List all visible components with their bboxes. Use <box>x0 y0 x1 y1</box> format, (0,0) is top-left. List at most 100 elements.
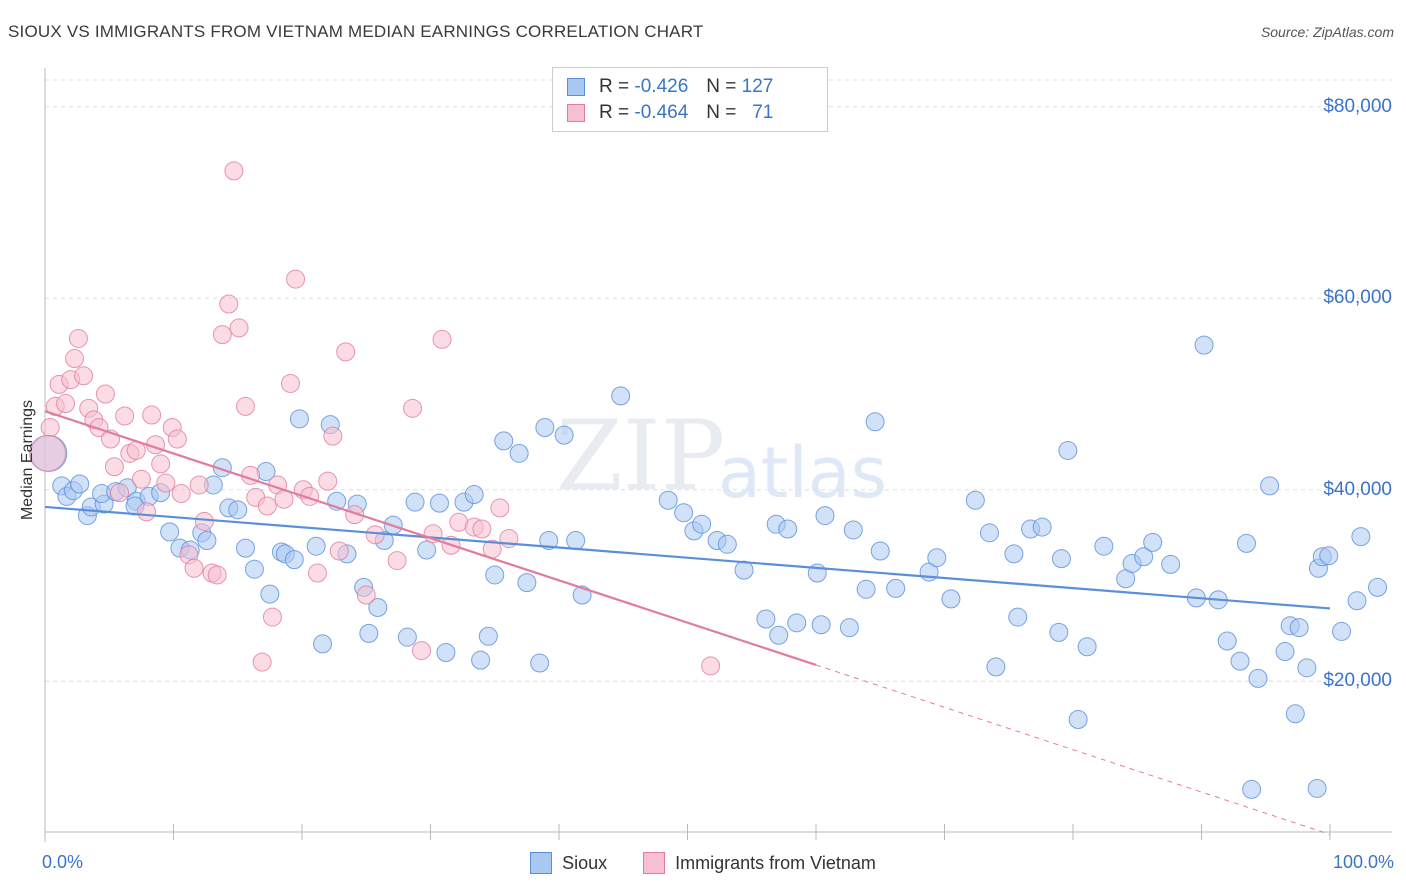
sioux-point <box>1068 710 1088 730</box>
sioux-point <box>1347 591 1367 611</box>
vietnam-point <box>115 406 135 426</box>
y-tick-label: $40,000 <box>1323 478 1392 500</box>
vietnam-point <box>280 373 300 393</box>
sioux-point <box>611 386 631 406</box>
sioux-point <box>965 490 985 510</box>
sioux-point <box>1368 577 1388 597</box>
sioux-point <box>1004 544 1024 564</box>
vietnam-point <box>307 563 327 583</box>
vietnam-point <box>65 349 85 369</box>
sioux-point <box>865 412 885 432</box>
legend: Sioux Immigrants from Vietnam <box>0 852 1406 874</box>
sioux-point <box>1275 642 1295 662</box>
sioux-point <box>979 523 999 543</box>
sioux-point <box>1230 651 1250 671</box>
stats-r-value: -0.426 <box>634 76 689 97</box>
sioux-point <box>1260 476 1280 496</box>
sioux-point <box>692 514 712 534</box>
sioux-point <box>478 626 498 646</box>
sioux-point <box>787 613 807 633</box>
vietnam-point <box>286 269 306 289</box>
vietnam-point <box>701 656 721 676</box>
source-label: Source: ZipAtlas.com <box>1260 24 1394 40</box>
sioux-point <box>1194 335 1214 355</box>
vietnam-point <box>95 384 115 404</box>
sioux-trend-line <box>44 505 1331 610</box>
sioux-point <box>471 650 491 670</box>
vietnam-point <box>257 496 277 516</box>
vietnam-point <box>40 417 60 437</box>
legend-label-vietnam: Immigrants from Vietnam <box>675 852 876 873</box>
sioux-point <box>717 534 737 554</box>
vietnam-point <box>432 329 452 349</box>
vietnam-point <box>212 325 232 345</box>
sioux-point <box>1058 440 1078 460</box>
stats-row-sioux: R = -0.426 N = 127 <box>567 75 773 99</box>
stats-swatch-sioux <box>567 78 585 96</box>
sioux-point <box>485 565 505 585</box>
sioux-point <box>160 522 180 542</box>
sioux-point <box>778 519 798 539</box>
vietnam-point <box>365 525 385 545</box>
stats-n-value: 71 <box>752 102 774 123</box>
stats-r-value: -0.464 <box>634 102 689 123</box>
legend-swatch-vietnam <box>643 852 666 874</box>
vietnam-point <box>329 541 349 561</box>
vietnam-point <box>194 511 214 531</box>
sioux-point <box>1242 779 1262 799</box>
sioux-point <box>70 474 90 494</box>
sioux-point <box>405 492 425 512</box>
y-tick-label: $80,000 <box>1323 95 1392 117</box>
sioux-point <box>289 409 309 429</box>
sioux-point <box>1289 618 1309 638</box>
sioux-point <box>436 643 456 662</box>
sioux-point <box>1307 778 1327 798</box>
sioux-point <box>1319 546 1339 566</box>
legend-item-sioux: Sioux <box>530 852 607 874</box>
vietnam-point <box>167 429 187 449</box>
sioux-point <box>494 431 514 451</box>
sioux-point <box>1332 621 1352 641</box>
stats-box: R = -0.426 N = 127 R = -0.464 N = 71 <box>552 67 828 132</box>
sioux-point <box>368 597 388 617</box>
sioux-point <box>566 530 586 550</box>
vietnam-point <box>229 318 249 338</box>
vietnam-point <box>137 502 157 522</box>
sioux-point <box>1032 517 1052 537</box>
sioux-point <box>870 541 890 561</box>
vietnam-point <box>336 342 356 362</box>
vietnam-point <box>318 471 338 491</box>
vietnam-point <box>56 394 76 414</box>
sioux-point <box>197 530 217 550</box>
stats-r-label: R = <box>599 102 630 123</box>
legend-swatch-sioux <box>530 852 553 874</box>
sioux-point <box>530 653 550 673</box>
vietnam-point <box>323 426 343 446</box>
sioux-point <box>1134 547 1154 567</box>
sioux-point <box>535 417 555 437</box>
sioux-point <box>1094 536 1114 556</box>
sioux-point <box>1051 549 1071 569</box>
sioux-point <box>509 443 529 463</box>
sioux-point <box>284 550 304 570</box>
vietnam-point <box>345 505 365 525</box>
sioux-point <box>811 615 831 635</box>
sioux-point <box>1236 533 1256 553</box>
sioux-point <box>1143 532 1163 552</box>
y-tick-label: $60,000 <box>1323 287 1392 309</box>
vietnam-point <box>403 398 423 418</box>
sioux-point <box>464 485 484 505</box>
vietnam-trend-line <box>44 410 817 666</box>
sioux-point <box>1077 637 1097 657</box>
vietnam-point <box>356 585 376 605</box>
vietnam-point <box>219 294 239 314</box>
sioux-point <box>674 503 694 523</box>
sioux-point <box>843 520 863 540</box>
vietnam-point <box>156 473 176 493</box>
sioux-point <box>769 625 789 645</box>
sioux-point <box>554 425 574 445</box>
sioux-point <box>539 530 559 550</box>
sioux-point <box>1351 527 1371 547</box>
sioux-point <box>1297 658 1317 678</box>
